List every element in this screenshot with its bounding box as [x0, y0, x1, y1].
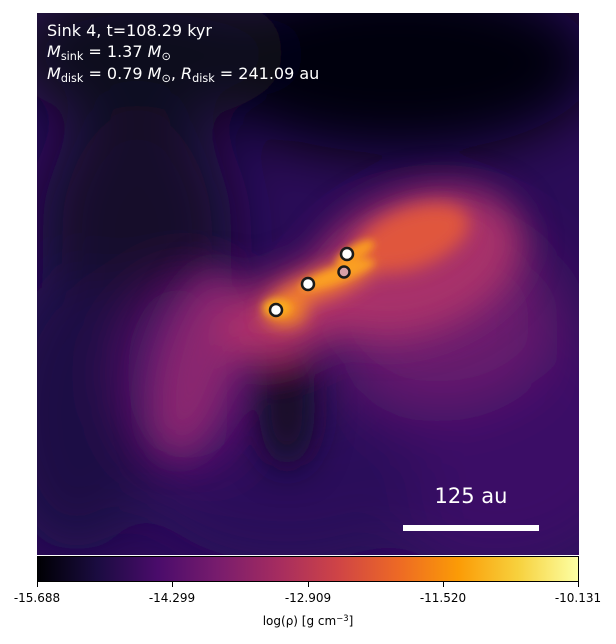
scale-bar-label: 125 au [434, 484, 508, 508]
density-map-panel: Sink 4, t=108.29 kyr Msink = 1.37 M⊙ Mdi… [37, 13, 579, 555]
disk-mass-symbol: M [47, 64, 61, 83]
sink-particles [268, 246, 355, 318]
colorbar-tick-label: -12.909 [284, 591, 332, 605]
colorbar-tick-label: -11.520 [419, 591, 467, 605]
colorbar-tick-label: -10.131 [554, 591, 602, 605]
sink-mass-label: Msink = 1.37 M⊙ [47, 42, 171, 62]
disk-mass-value: = 0.79 [88, 64, 143, 83]
disk-mass-unit-subscript: ⊙ [161, 71, 171, 85]
colorbar-tick [578, 582, 579, 587]
colorbar-tick [308, 582, 309, 587]
disk-radius-symbol: R [181, 64, 193, 83]
disk-radius-value: = 241.09 au [219, 64, 320, 83]
sink-mass-unit-subscript: ⊙ [161, 49, 171, 63]
colorbar-label-exponent: −3 [336, 612, 349, 623]
density-map [37, 13, 579, 555]
colorbar-tick-label: -14.299 [148, 591, 196, 605]
sink-mass-unit: M [147, 42, 162, 61]
sink-title: Sink 4, t=108.29 kyr [47, 21, 212, 40]
colorbar-label-suffix: ] [348, 614, 354, 628]
colorbar [37, 556, 579, 582]
disk-mass-unit: M [147, 64, 162, 83]
sink-marker [339, 246, 355, 262]
sink-mass-subscript: sink [60, 49, 84, 63]
disk-properties-label: Mdisk = 0.79 M⊙, Rdisk = 241.09 au [47, 64, 319, 84]
sink-marker [300, 276, 316, 292]
colorbar-tick [172, 582, 173, 587]
sink-marker [337, 265, 351, 279]
disk-mass-subscript: disk [60, 71, 84, 85]
colorbar-label: log(ρ) [g cm−3] [208, 613, 408, 629]
colorbar-label-prefix: log(ρ) [g cm [262, 614, 337, 628]
colorbar-tick [443, 582, 444, 587]
sink-marker [268, 302, 284, 318]
colorbar-tick-label: -15.688 [13, 591, 61, 605]
sink-mass-symbol: M [47, 42, 61, 61]
scale-bar [403, 525, 539, 531]
sink-mass-value: = 1.37 [88, 42, 143, 61]
disk-separator: , [170, 64, 176, 83]
disk-radius-subscript: disk [192, 71, 215, 85]
colorbar-tick [37, 582, 38, 587]
